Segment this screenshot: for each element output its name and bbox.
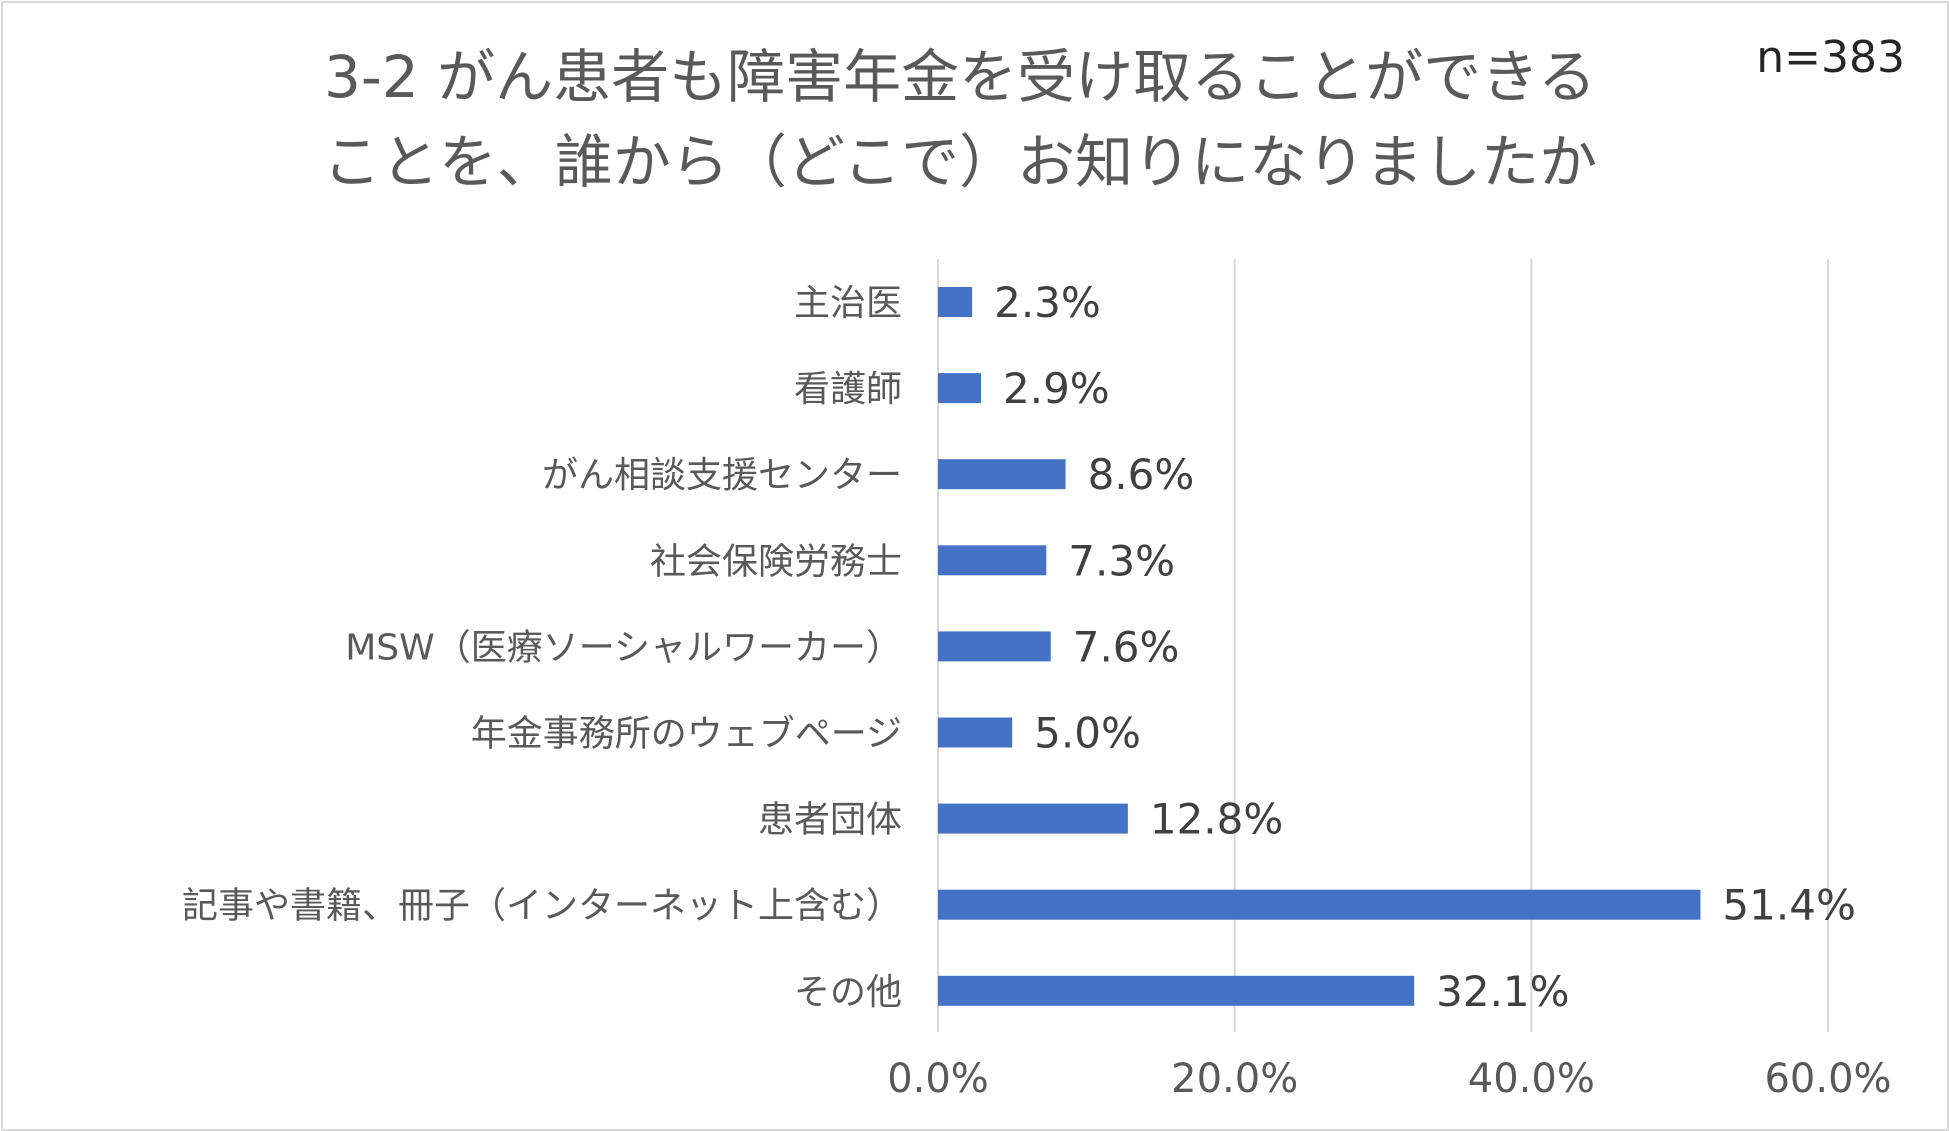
category-label: 年金事務所のウェブページ [471,714,902,755]
chart-title-line-1: 3-2 がん患者も障害年金を受け取ることができる [323,43,1596,111]
data-label: 7.6% [1073,622,1180,671]
data-label: 2.3% [994,278,1101,327]
category-label: 患者団体 [758,800,902,841]
category-label: がん相談支援センター [542,455,902,496]
data-label: 7.3% [1068,536,1175,585]
bar [938,889,1701,920]
bar [938,287,973,317]
x-tick-label: 0.0% [887,1056,989,1102]
bar [938,717,1013,748]
category-label: 社会保険労務士 [650,541,902,582]
category-label: 主治医 [794,283,902,324]
data-label: 2.9% [1003,364,1110,413]
data-label: 12.8% [1150,795,1283,844]
category-label: その他 [794,972,902,1013]
bar [938,373,982,404]
category-label: 看護師 [794,369,902,410]
bar [938,545,1047,576]
bar [938,459,1066,490]
x-tick-label: 40.0% [1468,1056,1595,1102]
data-label: 32.1% [1436,967,1569,1016]
data-label: 5.0% [1034,709,1141,758]
x-tick-label: 20.0% [1171,1056,1298,1102]
data-label: 8.6% [1088,450,1195,499]
chart-title-line-2: ことを、誰から（どこで）お知りになりましたか [322,128,1598,196]
x-tick-label: 60.0% [1764,1056,1891,1102]
category-label: MSW（医療ソーシャルワーカー） [345,627,902,668]
bar [938,631,1051,662]
category-label: 記事や書籍、冊子（インターネット上含む） [182,886,902,927]
data-label: 51.4% [1722,881,1855,930]
bar [938,803,1128,834]
sample-size-annotation: n=383 [1756,32,1905,83]
bar [938,975,1415,1006]
